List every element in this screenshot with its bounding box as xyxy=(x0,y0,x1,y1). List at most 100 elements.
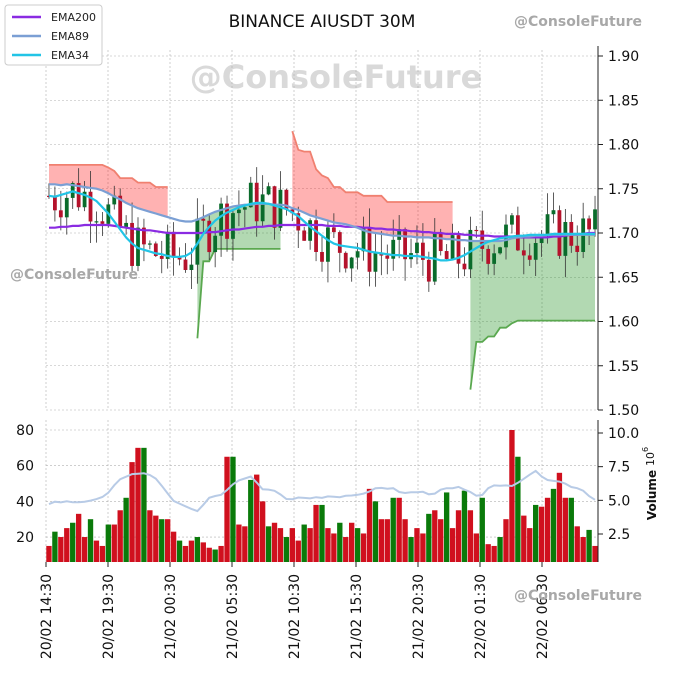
volume-bar xyxy=(248,479,254,562)
ema-lines xyxy=(48,183,595,262)
volume-bar xyxy=(402,519,408,562)
candle-body xyxy=(326,227,330,262)
volume-right-tick-label: 10.0 xyxy=(608,426,639,442)
candle-body xyxy=(242,207,247,210)
volume-bar xyxy=(295,540,301,562)
volume-bar xyxy=(556,472,563,562)
volume-bar xyxy=(509,430,515,562)
volume-ma-line xyxy=(48,469,596,513)
candle-body xyxy=(88,191,93,222)
candle-body xyxy=(533,242,538,260)
candle-body xyxy=(403,229,407,260)
volume-bar xyxy=(325,528,331,562)
legend: EMA200 EMA89 EMA34 xyxy=(4,4,103,66)
volume-left-tick-label: 40 xyxy=(16,494,34,510)
x-tick-label: 20/02 19:30 xyxy=(101,574,117,659)
price-tick-label: 1.50 xyxy=(608,403,639,419)
volume-bar xyxy=(188,540,195,562)
volume-bar xyxy=(159,519,165,562)
candle-body xyxy=(397,229,402,240)
volume-bar xyxy=(414,528,420,562)
candle-body xyxy=(337,232,342,253)
candle-body xyxy=(563,221,568,256)
candle-body xyxy=(94,221,99,223)
volume-bar xyxy=(491,545,497,562)
candle-body xyxy=(480,230,485,249)
candle-body xyxy=(515,215,520,251)
volume-bar xyxy=(473,533,479,562)
candle-body xyxy=(468,229,473,270)
volume-bar xyxy=(544,497,551,562)
candle-body xyxy=(165,231,170,259)
volume-bar xyxy=(550,488,557,562)
candle-body xyxy=(545,214,550,236)
candle-body xyxy=(527,255,532,260)
volume-bar xyxy=(141,447,147,562)
candle-body xyxy=(237,209,241,214)
candle-body xyxy=(112,195,117,205)
volume-exponent-base: 10 xyxy=(644,452,657,466)
volume-bar xyxy=(147,510,153,562)
legend-label-ema200: EMA200 xyxy=(51,11,96,24)
x-tick-label: 20/02 14:30 xyxy=(39,574,55,659)
volume-bar xyxy=(521,515,527,562)
volume-bar xyxy=(307,528,313,562)
candle-body xyxy=(474,229,479,232)
volume-bar xyxy=(87,519,94,562)
candle-body xyxy=(82,191,87,208)
volume-bar xyxy=(81,537,88,562)
candle-body xyxy=(593,209,597,230)
candle-body xyxy=(367,228,372,272)
x-tick-label: 22/02 01:30 xyxy=(473,574,489,659)
watermark-mid-left: @ConsoleFuture xyxy=(10,267,138,283)
candle-body xyxy=(64,197,69,218)
volume-bar xyxy=(236,524,242,562)
ema-line-ema34 xyxy=(48,190,595,262)
volume-bars xyxy=(46,430,598,562)
candle-body xyxy=(147,243,152,245)
candle-body xyxy=(58,210,63,218)
axes: 1.90 1.85 1.80 1.75 1.70 1.65 1.60 1.55 1.50 80 60… xyxy=(16,46,639,659)
price-grid xyxy=(45,50,598,411)
candle-body xyxy=(171,231,176,258)
candle-body xyxy=(314,220,318,252)
candle-body xyxy=(349,257,354,269)
volume-bar xyxy=(527,528,533,562)
candle-body xyxy=(189,264,194,270)
candle-body xyxy=(278,189,283,228)
volume-bar xyxy=(230,456,236,562)
watermark-bottom-right: @ConsoleFuture xyxy=(514,588,642,604)
volume-bar xyxy=(420,533,426,562)
candle-body xyxy=(320,251,324,262)
volume-bar xyxy=(592,545,598,562)
volume-bar xyxy=(52,531,58,562)
volume-bar xyxy=(70,522,76,562)
volume-bar xyxy=(538,506,545,562)
volume-bar xyxy=(117,510,123,562)
candle-body xyxy=(183,259,188,270)
upper-band-line xyxy=(49,164,168,188)
volume-bar xyxy=(562,497,569,562)
candle-body xyxy=(118,195,123,227)
chart-title: BINANCE AIUSDT 30M xyxy=(229,12,416,32)
x-tick-label: 21/02 00:30 xyxy=(163,574,179,659)
candle-body xyxy=(219,203,223,236)
volume-bar xyxy=(396,497,402,562)
candle-body xyxy=(438,232,443,252)
volume-bar xyxy=(289,528,295,562)
volume-bar xyxy=(337,522,343,562)
volume-left-tick-label: 20 xyxy=(16,530,34,546)
volume-bar xyxy=(242,526,248,562)
lower-band-fill xyxy=(470,234,595,390)
candle-body xyxy=(201,218,206,221)
candle-body xyxy=(302,230,307,241)
volume-bar xyxy=(271,522,278,562)
volume-label: Volume xyxy=(645,470,659,520)
volume-bar xyxy=(366,488,373,562)
volume-right-tick-label: 2.5 xyxy=(608,527,630,543)
candle-body xyxy=(361,228,366,252)
candle-body xyxy=(124,222,129,227)
candle-body xyxy=(355,251,360,258)
volume-bar xyxy=(212,549,218,562)
volume-bar xyxy=(224,456,230,562)
